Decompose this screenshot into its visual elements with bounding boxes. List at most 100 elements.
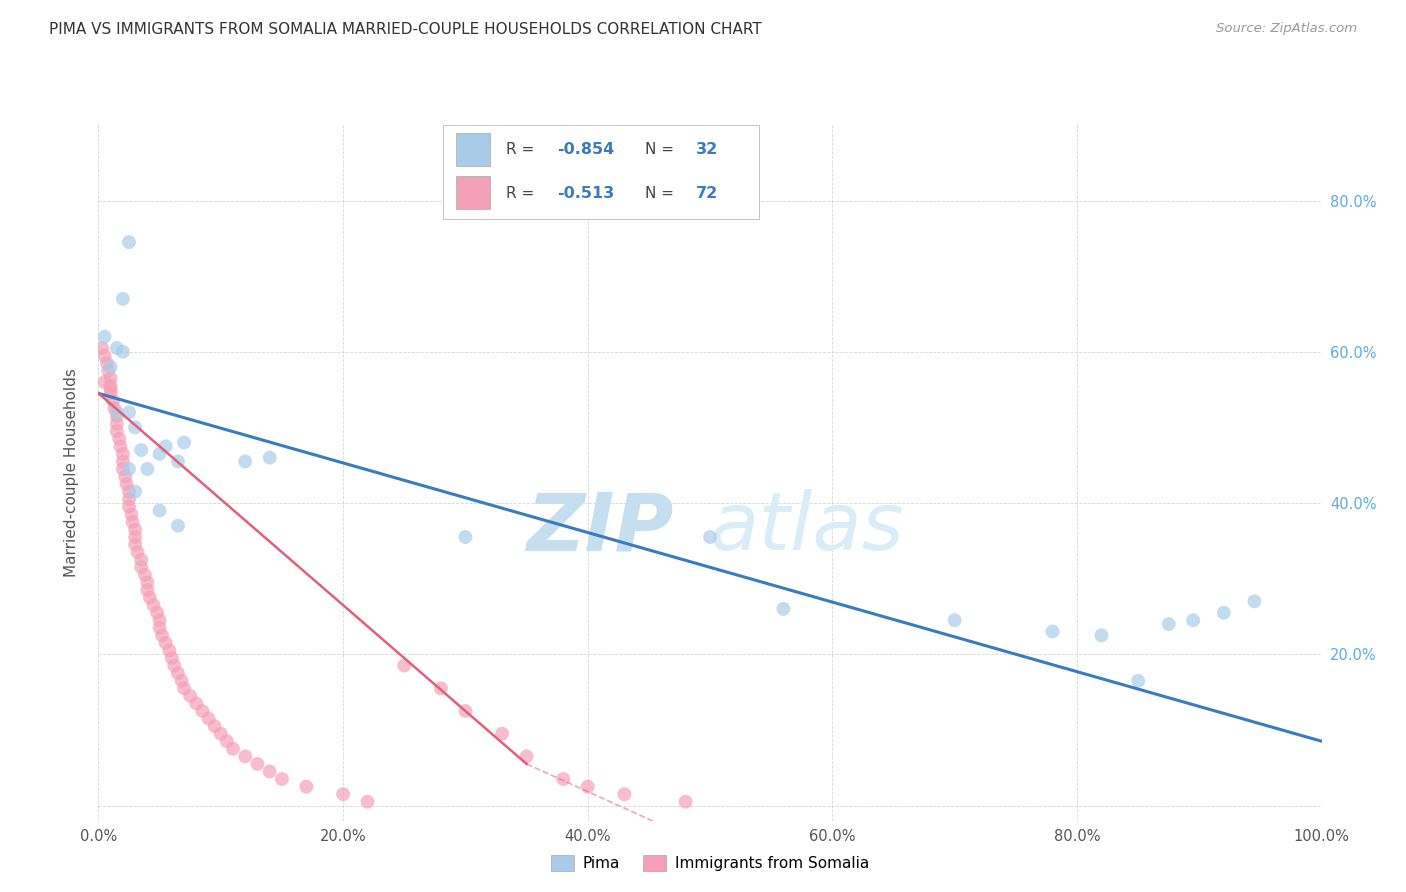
Point: [100, 371, 122, 385]
Point: [118, 462, 141, 476]
Point: [1090, 628, 1112, 642]
Point: [129, 443, 152, 458]
Point: [108, 432, 131, 446]
Point: [93, 375, 115, 389]
Point: [105, 405, 128, 419]
Text: 32: 32: [696, 142, 718, 157]
Point: [149, 613, 172, 627]
Text: R =: R =: [506, 186, 540, 202]
Point: [146, 606, 169, 620]
Y-axis label: Married-couple Households: Married-couple Households: [65, 368, 79, 577]
Text: -0.854: -0.854: [557, 142, 614, 157]
Point: [127, 545, 149, 559]
Point: [173, 435, 195, 450]
Point: [392, 658, 416, 673]
Point: [129, 552, 152, 567]
Point: [157, 643, 180, 657]
Point: [553, 772, 575, 786]
Point: [111, 454, 134, 468]
Point: [430, 681, 453, 696]
Text: -0.513: -0.513: [557, 186, 614, 202]
Point: [124, 484, 146, 499]
Point: [93, 329, 115, 343]
Point: [270, 772, 294, 786]
Text: ZIP: ZIP: [526, 490, 673, 567]
Point: [295, 780, 318, 794]
Point: [129, 560, 152, 574]
Point: [96, 356, 118, 370]
Text: N =: N =: [645, 142, 679, 157]
Point: [136, 462, 159, 476]
Bar: [456, 177, 491, 210]
Point: [167, 454, 190, 468]
Point: [772, 602, 794, 616]
Point: [91, 341, 114, 355]
Point: [515, 749, 537, 764]
Point: [1243, 594, 1265, 608]
Point: [155, 636, 177, 650]
Point: [110, 439, 132, 453]
Point: [167, 518, 190, 533]
Point: [103, 401, 125, 416]
Legend: Pima, Immigrants from Somalia: Pima, Immigrants from Somalia: [543, 847, 877, 880]
Point: [149, 621, 172, 635]
Point: [100, 378, 122, 392]
Point: [139, 591, 162, 605]
Point: [332, 787, 354, 801]
Text: atlas: atlas: [710, 490, 905, 567]
Point: [97, 364, 120, 378]
Point: [179, 689, 201, 703]
Point: [134, 567, 156, 582]
Text: N =: N =: [645, 186, 679, 202]
Point: [197, 712, 219, 726]
Point: [150, 628, 173, 642]
Point: [93, 349, 115, 363]
Point: [246, 756, 269, 771]
Point: [111, 462, 134, 476]
Point: [136, 575, 159, 590]
Text: 72: 72: [696, 186, 718, 202]
Point: [209, 726, 232, 740]
Point: [105, 417, 128, 431]
Point: [167, 666, 190, 681]
Point: [1128, 673, 1150, 688]
Point: [233, 454, 256, 468]
Point: [1212, 606, 1234, 620]
Point: [111, 344, 134, 359]
Point: [186, 697, 208, 711]
Point: [100, 359, 122, 374]
Point: [454, 530, 477, 544]
Point: [613, 787, 636, 801]
Point: [1157, 617, 1180, 632]
Point: [124, 420, 146, 434]
Point: [943, 613, 966, 627]
Point: [356, 795, 378, 809]
Point: [160, 651, 183, 665]
Point: [155, 439, 177, 453]
Point: [101, 393, 124, 408]
Point: [149, 447, 172, 461]
Point: [149, 503, 172, 517]
Point: [1042, 624, 1064, 639]
Point: [115, 477, 138, 491]
Point: [105, 409, 128, 423]
Point: [233, 749, 256, 764]
Text: R =: R =: [506, 142, 540, 157]
Point: [118, 405, 141, 419]
Bar: [456, 133, 491, 166]
Text: Source: ZipAtlas.com: Source: ZipAtlas.com: [1216, 22, 1357, 36]
Point: [222, 741, 245, 756]
Point: [142, 598, 165, 612]
Point: [111, 292, 134, 306]
Point: [163, 658, 186, 673]
Point: [121, 515, 143, 529]
Point: [120, 508, 142, 522]
Point: [118, 500, 141, 514]
Point: [114, 469, 136, 483]
Point: [191, 704, 214, 718]
Point: [699, 530, 721, 544]
Point: [259, 450, 281, 465]
Point: [204, 719, 226, 733]
Point: [124, 523, 146, 537]
Point: [124, 538, 146, 552]
